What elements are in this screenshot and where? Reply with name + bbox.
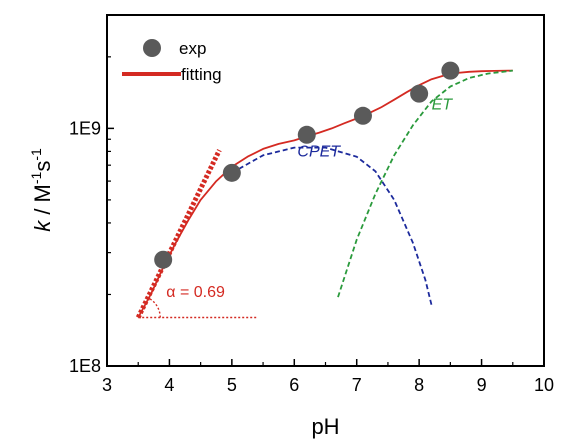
plot-frame xyxy=(106,14,545,367)
annotation-label: CPET xyxy=(297,144,341,161)
y-axis-title: k / M-1s-1 xyxy=(28,148,55,232)
annotation-label: ET xyxy=(432,97,454,114)
y-axis-title-var: k xyxy=(30,220,55,232)
data-point xyxy=(441,61,460,80)
series-group xyxy=(135,61,513,319)
legend-fitting-label: fitting xyxy=(181,65,222,84)
y-axis-title-exp2: -1 xyxy=(28,148,44,161)
legend-exp-marker xyxy=(143,39,161,57)
data-point xyxy=(297,125,316,144)
data-point xyxy=(154,250,173,269)
y-axis-title-unit2: s xyxy=(30,161,55,172)
data-point xyxy=(222,163,241,182)
ticks-group: 3 4 5 6 7 8 9 10 1E8 1E9 xyxy=(69,56,554,395)
x-tick-label: 9 xyxy=(477,375,487,395)
legend-exp-label: exp xyxy=(179,39,206,58)
series-et-line xyxy=(337,69,513,298)
x-tick-label: 10 xyxy=(534,375,554,395)
legend: exp fitting xyxy=(122,39,222,84)
y-axis-title-unit: / M xyxy=(30,184,55,221)
data-point xyxy=(353,106,372,125)
data-point xyxy=(410,84,429,103)
series-cpet-line xyxy=(231,146,433,306)
x-tick-label: 7 xyxy=(352,375,362,395)
angle-arc xyxy=(147,297,161,318)
x-tick-label: 4 xyxy=(164,375,174,395)
y-axis-title-exp1: -1 xyxy=(28,171,44,184)
annotation-label: α = 0.69 xyxy=(166,284,225,301)
annotations-group: CPET ET α = 0.69 xyxy=(147,97,454,318)
x-tick-label: 5 xyxy=(227,375,237,395)
x-tick-label: 3 xyxy=(102,375,112,395)
series-slope-line xyxy=(135,149,222,319)
x-axis-title: pH xyxy=(311,414,339,439)
x-tick-label: 6 xyxy=(289,375,299,395)
y-tick-label: 1E8 xyxy=(69,356,101,376)
x-tick-label: 8 xyxy=(414,375,424,395)
series-fitting-line xyxy=(137,69,513,318)
y-tick-label: 1E9 xyxy=(69,118,101,138)
